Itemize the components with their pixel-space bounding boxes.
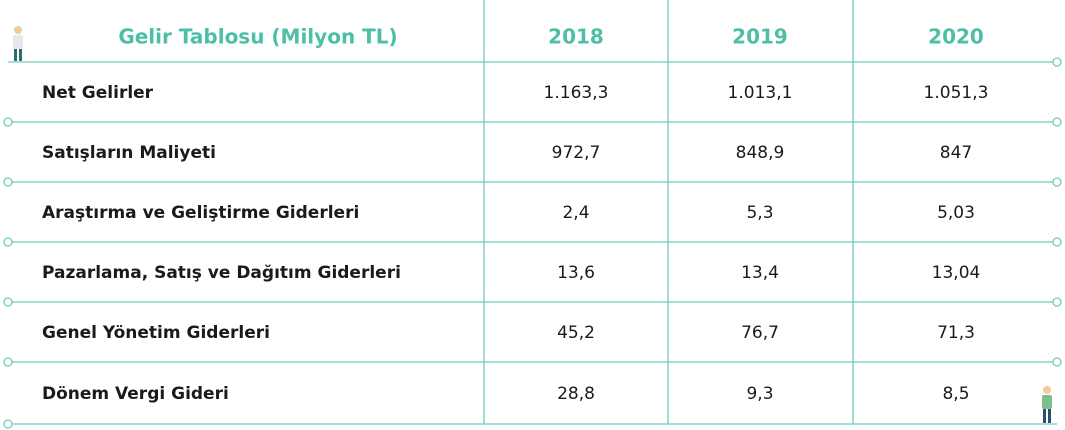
- cell-value: 9,3: [746, 384, 773, 404]
- cell-value: 972,7: [552, 143, 601, 163]
- header-cell: 2019: [732, 25, 788, 49]
- row-label: Net Gelirler: [42, 83, 154, 103]
- row-label: Araştırma ve Geliştirme Giderleri: [42, 203, 359, 223]
- header-cell: 2018: [548, 25, 604, 49]
- line-end-dot: [4, 420, 12, 428]
- row-label: Dönem Vergi Gideri: [42, 384, 229, 404]
- cell-value: 13,04: [932, 263, 981, 283]
- income-table: Gelir Tablosu (Milyon TL) 2018 2019 2020 Net…: [0, 0, 1065, 430]
- line-end-dot: [4, 178, 12, 186]
- person-icon-top: [13, 26, 23, 61]
- row-label: Satışların Maliyeti: [42, 143, 216, 163]
- cell-value: 13,4: [741, 263, 779, 283]
- cell-value: 1.013,1: [728, 83, 793, 103]
- line-end-dot: [1053, 298, 1061, 306]
- page: Gelir Tablosu (Milyon TL) 2018 2019 2020 Net…: [0, 0, 1065, 430]
- cell-value: 2,4: [562, 203, 589, 223]
- line-end-dot: [1053, 58, 1061, 66]
- cell-value: 28,8: [557, 384, 595, 404]
- cell-value: 847: [940, 143, 972, 163]
- cell-value: 13,6: [557, 263, 595, 283]
- cell-value: 8,5: [942, 384, 969, 404]
- cell-value: 71,3: [937, 323, 975, 343]
- cell-value: 1.163,3: [544, 83, 609, 103]
- header-cell: Gelir Tablosu (Milyon TL): [118, 25, 397, 49]
- line-end-dot: [1053, 178, 1061, 186]
- person-icon-bottom: [1042, 386, 1052, 423]
- line-end-dot: [1053, 358, 1061, 366]
- line-end-dot: [4, 238, 12, 246]
- cell-value: 45,2: [557, 323, 595, 343]
- row-label: Pazarlama, Satış ve Dağıtım Giderleri: [42, 263, 401, 283]
- cell-value: 848,9: [736, 143, 785, 163]
- line-end-dot: [4, 358, 12, 366]
- cell-value: 76,7: [741, 323, 779, 343]
- cell-value: 1.051,3: [924, 83, 989, 103]
- cell-value: 5,03: [937, 203, 975, 223]
- line-end-dot: [1053, 118, 1061, 126]
- line-end-dot: [4, 298, 12, 306]
- line-end-dot: [4, 118, 12, 126]
- header-cell: 2020: [928, 25, 984, 49]
- line-end-dot: [1053, 238, 1061, 246]
- row-label: Genel Yönetim Giderleri: [42, 323, 270, 343]
- cell-value: 5,3: [746, 203, 773, 223]
